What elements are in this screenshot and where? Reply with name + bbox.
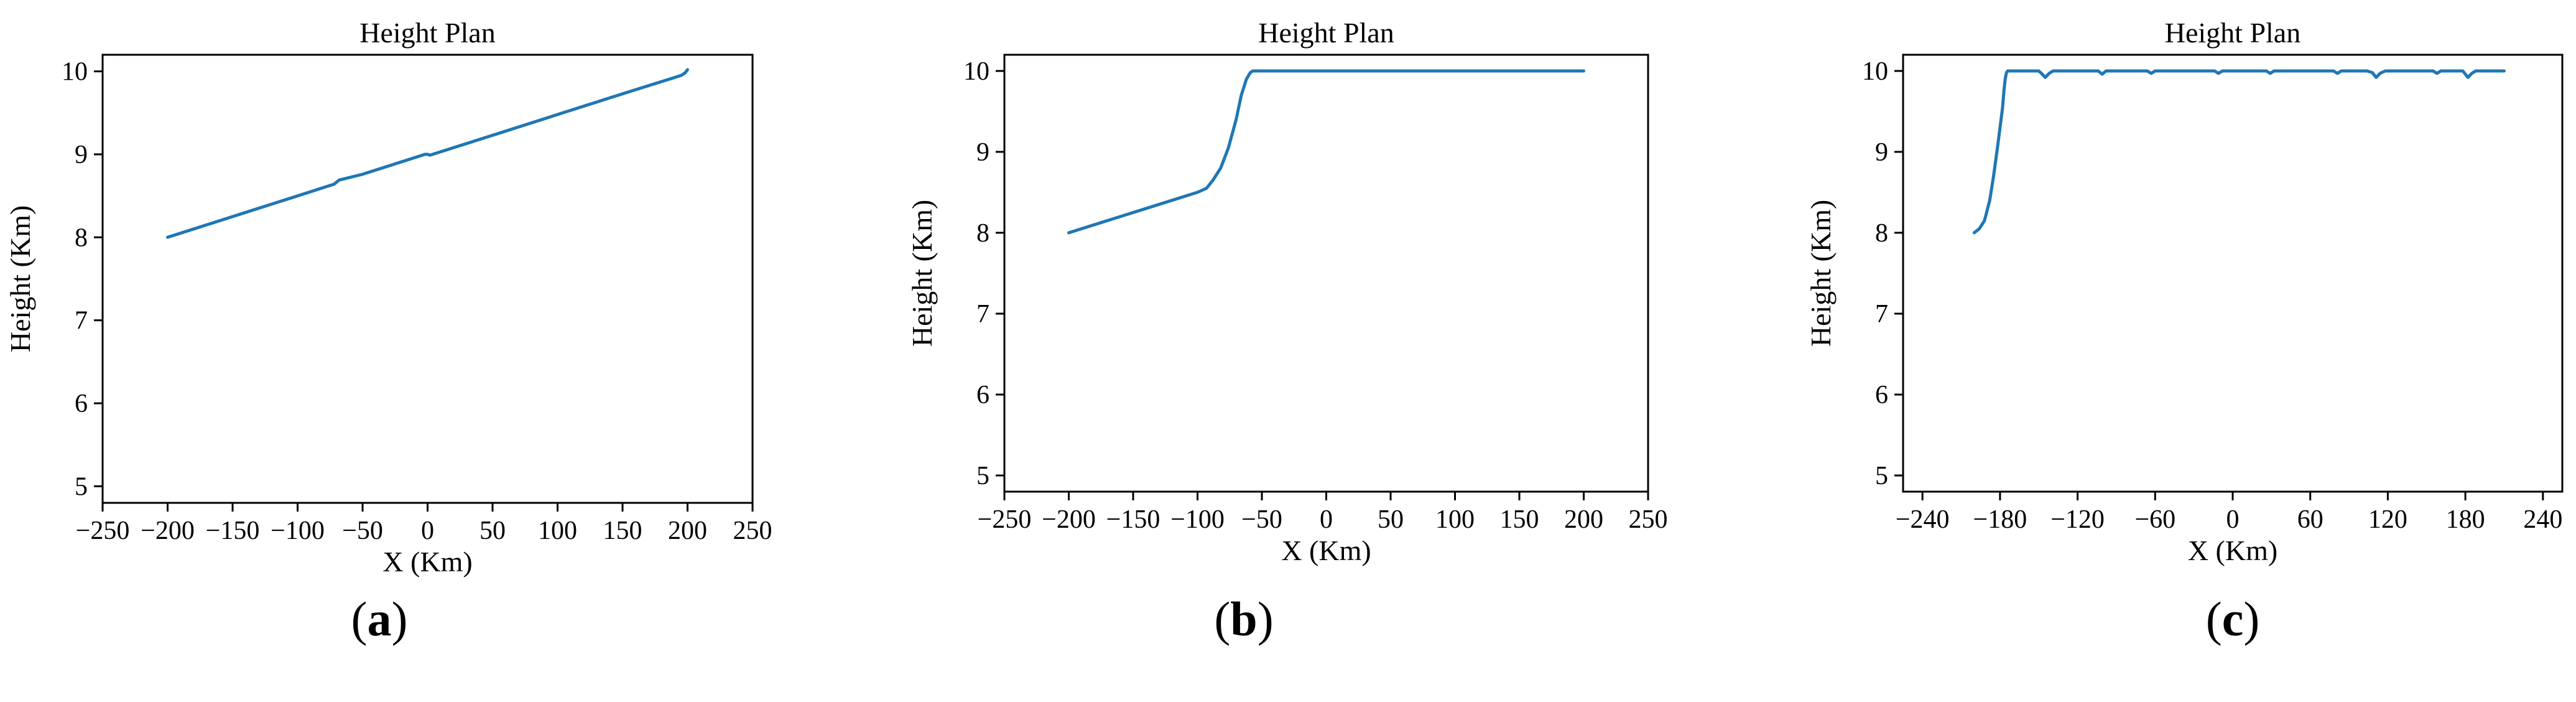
panel-a-x-tick-label: 100 bbox=[538, 517, 577, 545]
panel-c-title: Height Plan bbox=[2165, 17, 2300, 49]
panel-a-x-tick-label: −50 bbox=[342, 517, 383, 545]
panel-a-axes-frame bbox=[101, 54, 754, 504]
panel-b-x-tick-label: −200 bbox=[1042, 505, 1096, 534]
panel-a-x-tick-label: 0 bbox=[421, 517, 434, 545]
panel-a-title: Height Plan bbox=[359, 17, 495, 49]
caption-letter-b: b bbox=[1230, 592, 1258, 646]
panel-caption-b: (b) bbox=[1214, 592, 1274, 646]
panel-a-y-tick-label: 5 bbox=[75, 472, 88, 501]
panel-a-y-tick-label: 7 bbox=[75, 307, 88, 335]
panel-a-y-tick-label: 6 bbox=[75, 390, 88, 418]
panel-b-series-line bbox=[1067, 69, 1585, 235]
panel-b-y-tick-label: 9 bbox=[976, 138, 989, 167]
panel-b-x-tick-label: −250 bbox=[978, 505, 1032, 534]
panel-b-x-tick-label: 100 bbox=[1435, 505, 1475, 534]
panel-a-x-tick-label: −150 bbox=[206, 517, 260, 545]
panel-c-x-axis-label: X (Km) bbox=[2188, 535, 2277, 566]
panel-b-axes-frame bbox=[1003, 54, 1649, 493]
panel-c-y-axis-label: Height (Km) bbox=[1805, 200, 1837, 347]
panel-b-x-tick-label: 200 bbox=[1564, 505, 1603, 534]
panel-c-y-tick-label: 10 bbox=[1862, 57, 1888, 86]
panel-a-x-axis-label: X (Km) bbox=[382, 546, 472, 578]
caption-letter-a: a bbox=[367, 592, 392, 646]
panel-b: Height Plan −250 −200 −150 −100 −50 0 50 100 150 2… bbox=[858, 0, 1717, 702]
panel-a-x-tick-label: 150 bbox=[603, 517, 642, 545]
panel-a-x-tick-label: −100 bbox=[271, 517, 325, 545]
panel-c-x-tick-label: −120 bbox=[2050, 505, 2105, 534]
chart-b: Height Plan −250 −200 −150 −100 −50 0 50 100 150 2… bbox=[906, 17, 1668, 566]
panel-c-y-tick-label: 9 bbox=[1875, 138, 1888, 167]
panel-c-x-tick-label: 180 bbox=[2446, 505, 2485, 534]
chart-a: Height Plan −250 −200 −150 −100 −50 0 50 100 150 2… bbox=[4, 17, 772, 578]
panel-a-x-tick-label: −250 bbox=[76, 517, 130, 545]
panel-c-x-tick-label: 240 bbox=[2523, 505, 2562, 534]
panel-c-series-line bbox=[1972, 69, 2506, 235]
caption-letter-c: c bbox=[2222, 592, 2244, 646]
panel-a-y-tick-label: 10 bbox=[62, 58, 88, 87]
panel-b-x-tick-label: −100 bbox=[1170, 505, 1225, 534]
panel-c-x-tick-label: 60 bbox=[2297, 505, 2323, 534]
panel-c-y-tick-label: 6 bbox=[1875, 381, 1888, 410]
chart-c: Height Plan −240 −180 −120 −60 0 60 120 180 240 5 6… bbox=[1805, 17, 2564, 566]
panel-c-y-tick-label: 7 bbox=[1875, 300, 1888, 329]
panel-a-x-tick-label: 250 bbox=[733, 517, 772, 545]
panel-b-x-tick-label: 150 bbox=[1500, 505, 1539, 534]
panel-a-y-tick-label: 9 bbox=[75, 141, 88, 169]
panel-a-x-tick-label: 200 bbox=[668, 517, 707, 545]
panel-a-series-line bbox=[166, 68, 689, 239]
panel-c-y-tick-label: 8 bbox=[1875, 219, 1888, 248]
panel-b-x-tick-label: 50 bbox=[1378, 505, 1404, 534]
panel-b-x-tick-label: −150 bbox=[1106, 505, 1161, 534]
panel-b-y-tick-label: 7 bbox=[976, 300, 989, 329]
panel-a: Height Plan −250 −200 −150 −100 −50 0 50 100 150 2… bbox=[0, 0, 858, 702]
panel-b-title: Height Plan bbox=[1258, 17, 1394, 49]
panel-b-x-tick-label: 250 bbox=[1629, 505, 1668, 534]
panel-b-y-axis-label: Height (Km) bbox=[906, 200, 938, 347]
panel-b-y-tick-label: 6 bbox=[976, 381, 989, 410]
panel-b-y-tick-label: 10 bbox=[963, 57, 989, 86]
panel-c-x-tick-label: 0 bbox=[2226, 505, 2240, 534]
panel-b-x-tick-label: −50 bbox=[1241, 505, 1282, 534]
panel-c-x-tick-label: −240 bbox=[1896, 505, 1950, 534]
panel-a-y-axis-label: Height (Km) bbox=[4, 205, 36, 352]
panel-b-y-tick-label: 8 bbox=[976, 219, 989, 248]
panel-c-y-tick-label: 5 bbox=[1875, 462, 1888, 490]
panel-b-x-axis-label: X (Km) bbox=[1281, 535, 1371, 566]
panel-b-y-tick-label: 5 bbox=[976, 462, 989, 490]
panel-c: Height Plan −240 −180 −120 −60 0 60 120 180 240 5 6… bbox=[1717, 0, 2575, 702]
panel-a-y-tick-label: 8 bbox=[75, 223, 88, 252]
panel-caption-c: (c) bbox=[2205, 592, 2260, 646]
panel-b-x-tick-label: 0 bbox=[1320, 505, 1333, 534]
panel-c-x-tick-label: −60 bbox=[2134, 505, 2175, 534]
panel-caption-a: (a) bbox=[351, 592, 408, 646]
panel-c-x-tick-label: −180 bbox=[1973, 505, 2027, 534]
panel-c-x-tick-label: 120 bbox=[2368, 505, 2407, 534]
panel-a-x-tick-label: 50 bbox=[480, 517, 506, 545]
panel-a-x-tick-label: −200 bbox=[141, 517, 195, 545]
